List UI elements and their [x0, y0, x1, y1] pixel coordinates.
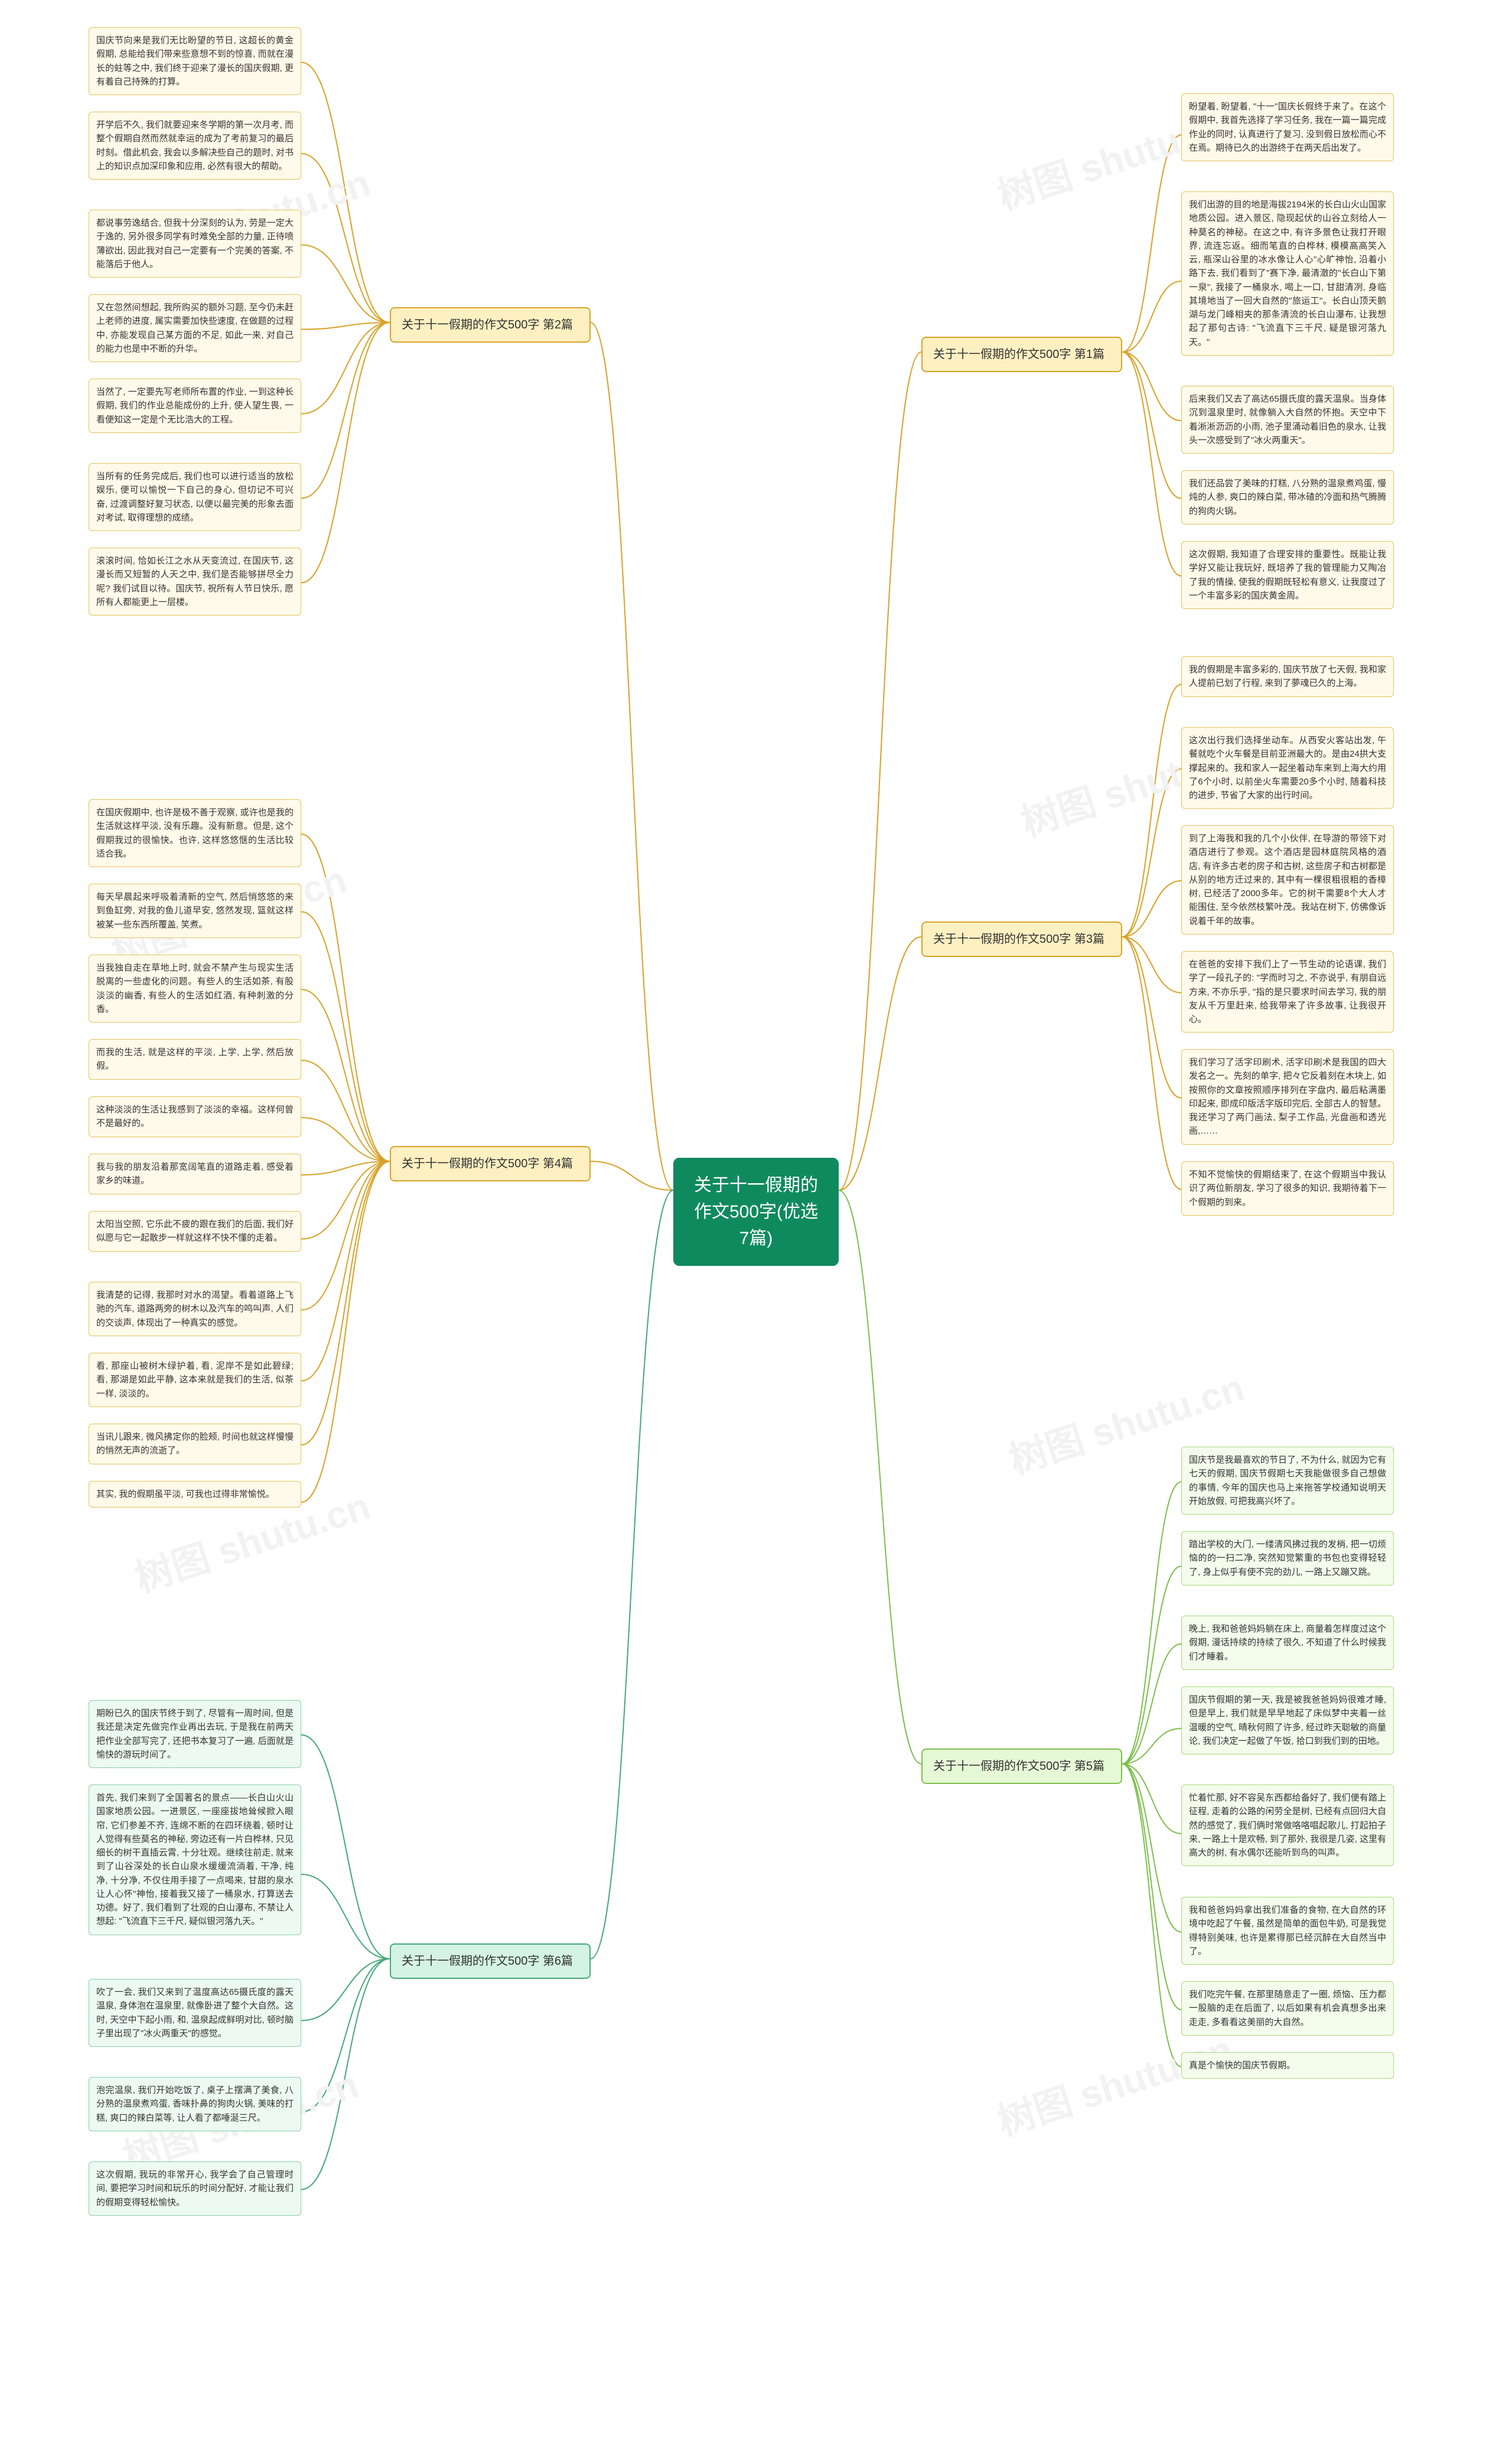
- leaf-node: 又在忽然间想起, 我所购买的额外习题, 至今仍未赶上老师的进度, 属实需要加快些…: [89, 294, 301, 362]
- leaf-node: 其实, 我的假期虽平淡, 可我也过得非常愉悦。: [89, 1481, 301, 1507]
- branch-node-b4[interactable]: 关于十一假期的作文500字 第4篇: [390, 1146, 591, 1181]
- leaf-node: 滚滚时间, 恰如长江之水从天变流过, 在国庆节, 这漫长而又短暂的人天之中, 我…: [89, 548, 301, 616]
- leaf-node: 当讯儿跟来, 微风拂定你的脸颊, 时间也就这样慢慢的悄然无声的流逝了。: [89, 1424, 301, 1464]
- leaf-node: 后来我们又去了高达65摄氏度的露天温泉。当身体沉到温泉里时, 就像躺入大自然的怀…: [1181, 386, 1394, 454]
- leaf-node: 盼望着, 盼望着, "十一"国庆长假终于来了。在这个假期中, 我首先选择了学习任…: [1181, 93, 1394, 161]
- leaf-node: 每天早晨起来呼吸着清新的空气, 然后悄悠悠的来到鱼缸旁, 对我的鱼儿道早安, 悠…: [89, 884, 301, 938]
- leaf-node: 当我独自走在草地上时, 就会不禁产生与现实生活脱离的一些虚化的问题。有些人的生活…: [89, 955, 301, 1023]
- leaf-node: 国庆节假期的第一天, 我是被我爸爸妈妈很难才睡, 但是早上, 我们就是早早地起了…: [1181, 1686, 1394, 1754]
- leaf-node: 我们还品尝了美味的打糕, 八分熟的温泉煮鸡蛋, 慢炖的人参, 爽口的辣白菜, 带…: [1181, 470, 1394, 525]
- leaf-node: 晚上, 我和爸爸妈妈躺在床上, 商量着怎样度过这个假期, 漫话持续的持续了很久,…: [1181, 1616, 1394, 1670]
- leaf-node: 这次假期, 我玩的非常开心, 我学会了自己管理时间, 要把学习时间和玩乐的时间分…: [89, 2161, 301, 2216]
- leaf-node: 我和爸爸妈妈拿出我们准备的食物, 在大自然的环境中吃起了午餐, 虽然是简单的面包…: [1181, 1897, 1394, 1965]
- branch-node-b2[interactable]: 关于十一假期的作文500字 第2篇: [390, 307, 591, 343]
- leaf-node: 不知不觉愉快的假期结束了, 在这个假期当中我认识了两位新朋友, 学习了很多的知识…: [1181, 1161, 1394, 1216]
- leaf-node: 泡完温泉, 我们开始吃饭了, 桌子上摆满了美食, 八分熟的温泉煮鸡蛋, 香味扑鼻…: [89, 2077, 301, 2131]
- leaf-node: 当然了, 一定要先写老师所布置的作业, 一到这种长假期, 我们的作业总能成份的上…: [89, 379, 301, 433]
- leaf-node: 到了上海我和我的几个小伙伴, 在导游的带领下对酒店进行了参观。这个酒店是园林庭院…: [1181, 825, 1394, 935]
- leaf-node: 太阳当空照, 它乐此不疲的跟在我们的后面, 我们好似愿与它一起散步一样就这样不快…: [89, 1211, 301, 1252]
- leaf-node: 忙着忙那, 好不容吴东西都给备好了, 我们便有踏上征程, 走着的公路的闲劳全是树…: [1181, 1785, 1394, 1866]
- leaf-node: 都说事劳逸结合, 但我十分深刻的认为, 劳是一定大于逸的, 另外很多同学有时难免…: [89, 210, 301, 278]
- leaf-node: 这次假期, 我知道了合理安排的重要性。既能让我学好又能让我玩好, 既培养了我的管…: [1181, 541, 1394, 609]
- leaf-node: 真是个愉快的国庆节假期。: [1181, 2052, 1394, 2079]
- leaf-node: 我与我的朋友沿着那宽阔笔直的道路走着, 感受着家乡的味道。: [89, 1154, 301, 1194]
- leaf-node: 而我的生活, 就是这样的平淡, 上学, 上学, 然后放假。: [89, 1039, 301, 1080]
- leaf-node: 我们出游的目的地是海拔2194米的长白山火山国家地质公园。进入景区, 隐现起伏的…: [1181, 191, 1394, 356]
- leaf-node: 期盼已久的国庆节终于到了, 尽管有一周时间, 但是我还是决定先做完作业再出去玩,…: [89, 1700, 301, 1768]
- leaf-node: 国庆节向来是我们无比盼望的节日, 这超长的黄金假期, 总能给我们带来些意想不到的…: [89, 27, 301, 95]
- leaf-node: 我清楚的记得, 我那时对水的渴望。看着道路上飞驰的汽车, 道路两旁的树木以及汽车…: [89, 1282, 301, 1336]
- root-node[interactable]: 关于十一假期的作文500字(优选7篇): [673, 1158, 839, 1266]
- leaf-node: 看, 那座山被树木绿护着, 看, 泥岸不是如此碧绿; 看, 那湖是如此平静, 这…: [89, 1353, 301, 1407]
- branch-node-b6[interactable]: 关于十一假期的作文500字 第6篇: [390, 1943, 591, 1979]
- mindmap-canvas: 树图 shutu.cn树图 shutu.cn树图 shutu.cn树图 shut…: [0, 0, 1512, 2442]
- leaf-node: 这次出行我们选择坐动车。从西安火客站出发, 午餐就吃个火车餐是目前亚洲最大的。是…: [1181, 727, 1394, 809]
- branch-node-b5[interactable]: 关于十一假期的作文500字 第5篇: [921, 1749, 1122, 1784]
- leaf-node: 在爸爸的安排下我们上了一节生动的论语课, 我们学了一段孔子的: "学而时习之, …: [1181, 951, 1394, 1033]
- leaf-node: 我们学习了活字印刷术, 活字印刷术是我国的四大发名之一。先刻的单字, 把々它反着…: [1181, 1049, 1394, 1145]
- leaf-node: 我们吃完午餐, 在那里随意走了一圈, 烦恼、压力都一股脑的走在后面了, 以后如果…: [1181, 1981, 1394, 2036]
- leaf-node: 国庆节是我最喜欢的节日了, 不为什么, 就因为它有七天的假期, 国庆节假期七天我…: [1181, 1447, 1394, 1515]
- leaf-node: 首先, 我们来到了全国著名的景点——长白山火山国家地质公园。一进景区, 一座座拔…: [89, 1785, 301, 1935]
- leaf-node: 我的假期是丰富多彩的, 国庆节放了七天假, 我和家人提前已划了行程, 来到了夢魂…: [1181, 656, 1394, 697]
- branch-node-b3[interactable]: 关于十一假期的作文500字 第3篇: [921, 922, 1122, 957]
- leaf-node: 在国庆假期中, 也许是极不善于观察, 或许也是我的生活就这样平淡, 没有乐趣。没…: [89, 799, 301, 867]
- leaf-node: 踏出学校的大门, 一缕清风拂过我的发梢, 把一切烦恼的的一扫二净, 突然知觉繁重…: [1181, 1531, 1394, 1585]
- leaf-node: 这种淡淡的生活让我感到了淡淡的幸福。这样何曾不是最好的。: [89, 1096, 301, 1137]
- leaf-node: 吹了一会, 我们又来到了温度高达65摄氏度的露天温泉, 身体泡在温泉里, 就像卧…: [89, 1979, 301, 2047]
- leaf-node: 开学后不久, 我们就要迎来冬学期的第一次月考, 而整个假期自然而然就幸运的成为了…: [89, 112, 301, 180]
- leaf-node: 当所有的任务完成后, 我们也可以进行适当的放松娱乐, 便可以愉悦一下自己的身心,…: [89, 463, 301, 531]
- watermark: 树图 shutu.cn: [990, 2020, 1239, 2147]
- branch-node-b1[interactable]: 关于十一假期的作文500字 第1篇: [921, 337, 1122, 372]
